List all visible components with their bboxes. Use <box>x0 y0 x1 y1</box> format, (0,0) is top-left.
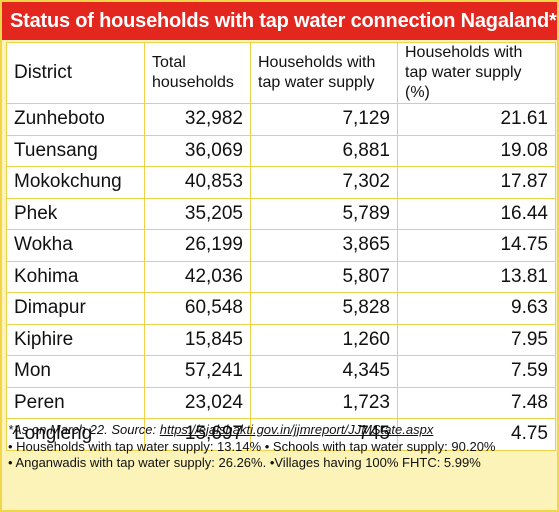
cell-total-households: 26,199 <box>144 229 251 262</box>
cell-total-households: 42,036 <box>144 260 251 293</box>
summary-note-1: • Households with tap water supply: 13.1… <box>8 438 496 454</box>
cell-district: Kiphire <box>6 323 145 356</box>
cell-total-households: 35,205 <box>144 197 251 230</box>
cell-households-tap: 3,865 <box>250 229 398 262</box>
cell-total-households: 36,069 <box>144 134 251 167</box>
cell-households-tap-percent: 13.81 <box>397 260 556 293</box>
source-link[interactable]: https://ejalshakti.gov.in/jjmreport/JJMS… <box>159 422 434 437</box>
source-prefix: *As on March 22. Source: <box>8 422 160 437</box>
table-row: Wokha 26,199 3,865 14.75 <box>6 229 556 262</box>
cell-households-tap-percent: 21.61 <box>397 103 556 136</box>
table-header-row: District Total households Households wit… <box>6 42 556 104</box>
cell-total-households: 32,982 <box>144 103 251 136</box>
cell-households-tap: 5,789 <box>250 197 398 230</box>
cell-total-households: 23,024 <box>144 386 251 419</box>
cell-total-households: 60,548 <box>144 292 251 325</box>
column-header-district: District <box>6 42 145 104</box>
table-row: Kiphire 15,845 1,260 7.95 <box>6 323 556 356</box>
cell-district: Peren <box>6 386 145 419</box>
cell-total-households: 40,853 <box>144 166 251 199</box>
cell-district: Longleng <box>6 418 145 451</box>
table-row: Kohima 42,036 5,807 13.81 <box>6 260 556 293</box>
cell-households-tap: 1,723 <box>250 386 398 419</box>
cell-district: Zunheboto <box>6 103 145 136</box>
cell-households-tap: 7,302 <box>250 166 398 199</box>
cell-households-tap: 5,807 <box>250 260 398 293</box>
cell-households-tap-percent: 4.75 <box>397 418 556 451</box>
table-row: Mon 57,241 4,345 7.59 <box>6 355 556 388</box>
cell-total-households: 15,697 <box>144 418 251 451</box>
cell-households-tap-percent: 19.08 <box>397 134 556 167</box>
cell-households-tap-percent: 7.95 <box>397 323 556 356</box>
cell-households-tap: 6,881 <box>250 134 398 167</box>
column-header-total-households: Total households <box>144 42 251 104</box>
cell-district: Mokokchung <box>6 166 145 199</box>
footnotes: *As on March 22. Source: https://ejalsha… <box>8 422 556 472</box>
cell-district: Wokha <box>6 229 145 262</box>
cell-total-households: 57,241 <box>144 355 251 388</box>
cell-district: Phek <box>6 197 145 230</box>
cell-households-tap: 4,345 <box>250 355 398 388</box>
column-header-households-tap: Households with tap water supply <box>250 42 398 104</box>
table-row: Phek 35,205 5,789 16.44 <box>6 197 556 230</box>
table-body: Zunheboto 32,982 7,129 21.61 Tuensang 36,069 6… <box>6 103 556 451</box>
cell-district: Kohima <box>6 260 145 293</box>
summary-note-2: • Anganwadis with tap water supply: 26.2… <box>8 455 481 470</box>
cell-households-tap-percent: 17.87 <box>397 166 556 199</box>
table-row: Dimapur 60,548 5,828 9.63 <box>6 292 556 325</box>
chart-title: Status of households with tap water conn… <box>2 2 557 40</box>
source-note: *As on March 22. Source: https://ejalsha… <box>8 422 556 439</box>
cell-households-tap-percent: 7.48 <box>397 386 556 419</box>
cell-district: Mon <box>6 355 145 388</box>
cell-households-tap-percent: 7.59 <box>397 355 556 388</box>
table-row: Longleng 15,697 745 4.75 <box>6 418 556 451</box>
cell-households-tap-percent: 14.75 <box>397 229 556 262</box>
table-row: Tuensang 36,069 6,881 19.08 <box>6 134 556 167</box>
cell-district: Tuensang <box>6 134 145 167</box>
cell-households-tap: 5,828 <box>250 292 398 325</box>
cell-total-households: 15,845 <box>144 323 251 356</box>
table-row: Mokokchung 40,853 7,302 17.87 <box>6 166 556 199</box>
cell-households-tap-percent: 16.44 <box>397 197 556 230</box>
data-table: District Total households Households wit… <box>6 42 556 451</box>
column-header-households-tap-percent: Households with tap water supply (%) <box>397 42 556 104</box>
table-row: Peren 23,024 1,723 7.48 <box>6 386 556 419</box>
cell-district: Dimapur <box>6 292 145 325</box>
table-row: Zunheboto 32,982 7,129 21.61 <box>6 103 556 136</box>
cell-households-tap: 7,129 <box>250 103 398 136</box>
cell-households-tap: 1,260 <box>250 323 398 356</box>
cell-households-tap-percent: 9.63 <box>397 292 556 325</box>
